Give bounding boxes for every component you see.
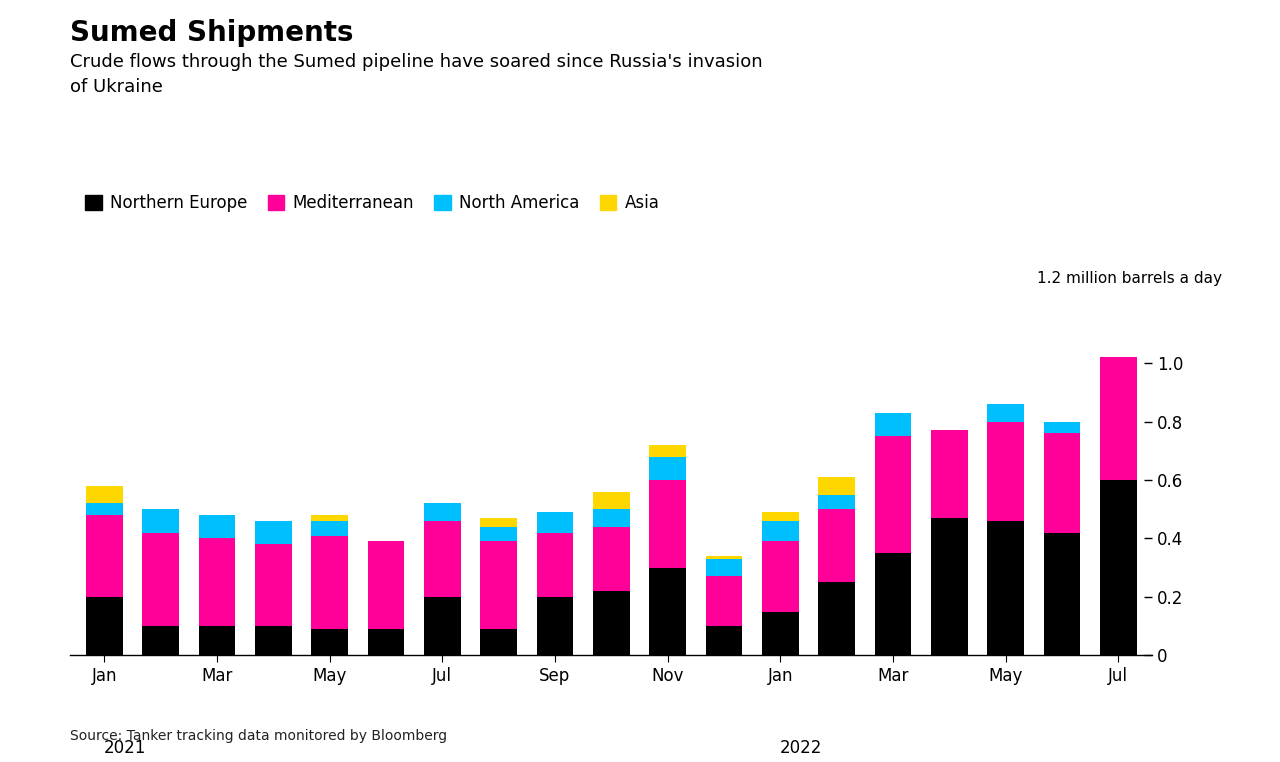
Bar [705,559,742,576]
Bar [536,533,573,597]
Bar [86,504,123,515]
Bar [987,421,1024,521]
Bar [705,626,742,655]
Bar [593,591,630,655]
Bar [818,477,855,495]
Bar [424,504,461,521]
Bar [86,597,123,655]
Bar [255,544,292,626]
Bar [762,611,799,655]
Bar [480,629,517,655]
Bar [593,527,630,591]
Bar [198,539,236,626]
Bar [1100,480,1137,655]
Bar [255,626,292,655]
Bar [649,445,686,456]
Bar [1100,357,1137,480]
Bar [649,480,686,568]
Bar [874,553,911,655]
Bar [1043,434,1080,533]
Bar [480,518,517,527]
Text: Source: Tanker tracking data monitored by Bloomberg: Source: Tanker tracking data monitored b… [70,729,448,743]
Bar [593,509,630,527]
Bar [86,486,123,504]
Text: Crude flows through the Sumed pipeline have soared since Russia's invasion
of Uk: Crude flows through the Sumed pipeline h… [70,53,763,96]
Bar [762,521,799,541]
Bar [142,626,179,655]
Bar [1043,533,1080,655]
Bar [593,491,630,509]
Bar [367,541,404,629]
Bar [1043,421,1080,434]
Bar [198,515,236,539]
Bar [424,597,461,655]
Bar [424,521,461,597]
Bar [762,541,799,611]
Bar [818,509,855,582]
Bar [311,521,348,536]
Bar [874,413,911,436]
Bar [142,509,179,533]
Bar [987,404,1024,421]
Bar [311,629,348,655]
Bar [536,597,573,655]
Bar [536,512,573,533]
Text: Sumed Shipments: Sumed Shipments [70,19,353,47]
Text: 1.2 million barrels a day: 1.2 million barrels a day [1037,271,1222,286]
Bar [255,521,292,544]
Bar [142,533,179,626]
Bar [311,536,348,629]
Legend: Northern Europe, Mediterranean, North America, Asia: Northern Europe, Mediterranean, North Am… [79,187,666,219]
Bar [818,582,855,655]
Bar [649,456,686,480]
Bar [480,527,517,541]
Bar [480,541,517,629]
Bar [987,521,1024,655]
Bar [705,556,742,559]
Bar [931,431,968,518]
Bar [874,436,911,553]
Bar [86,515,123,597]
Bar [198,626,236,655]
Bar [649,568,686,655]
Bar [931,518,968,655]
Text: 2022: 2022 [781,739,823,757]
Bar [818,495,855,509]
Bar [367,629,404,655]
Text: 2021: 2021 [104,739,147,757]
Bar [311,515,348,521]
Bar [705,576,742,626]
Bar [762,512,799,521]
